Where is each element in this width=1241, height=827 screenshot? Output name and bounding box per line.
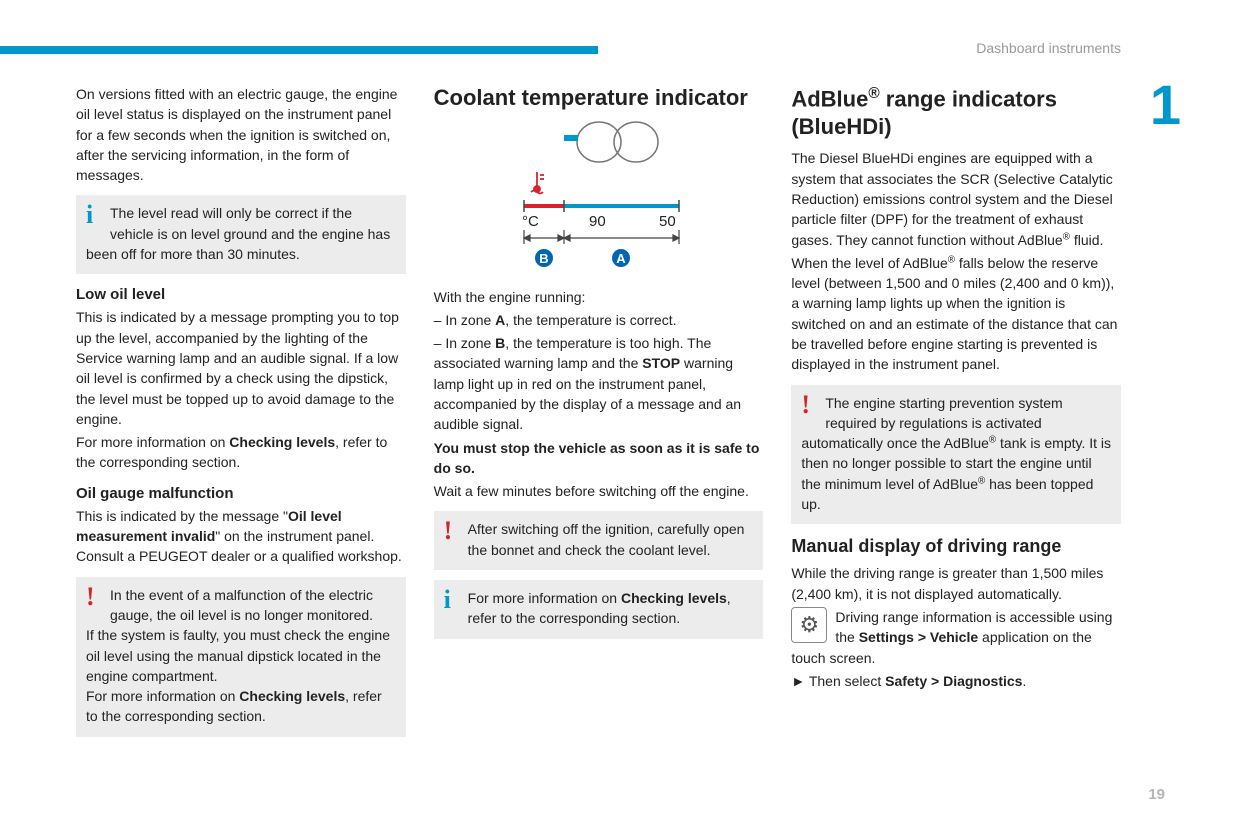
note-text: The engine starting prevention system re… [801,395,1111,512]
warning-icon: ! [444,519,462,542]
svg-text:90: 90 [589,213,606,230]
content-columns: On versions fitted with an electric gaug… [76,84,1121,747]
text: For more information on [468,590,621,606]
manual-p2: ⚙ Driving range information is accessibl… [791,607,1121,668]
text: ► Then select [791,673,885,689]
intro-paragraph: On versions fitted with an electric gaug… [76,84,406,185]
wait-minutes: Wait a few minutes before switching off … [434,481,764,501]
bold-text: B [495,335,505,351]
adblue-p1: The Diesel BlueHDi engines are equipped … [791,148,1121,249]
text: For more information on [76,434,229,450]
info-icon: i [86,203,104,226]
text: AdBlue [791,86,868,111]
svg-text:50: 50 [659,213,676,230]
heading-manual-display: Manual display of driving range [791,536,1121,557]
bold-text: Checking levels [621,590,727,606]
column-2: Coolant temperature indicator [434,84,764,747]
info-note-level-read: i The level read will only be correct if… [76,195,406,274]
text: For more information on [86,688,239,704]
svg-text:°C: °C [522,213,539,230]
warning-note-bonnet: ! After switching off the ignition, care… [434,511,764,570]
info-note-checking-levels: i For more information on Checking level… [434,580,764,639]
coolant-gauge-diagram: °C 90 50 B A [494,120,704,275]
text: When the level of AdBlue [791,255,947,271]
zone-a-item: – In zone A, the temperature is correct. [434,310,764,330]
bold-text: Safety > Diagnostics [885,673,1022,689]
page-number: 19 [1148,786,1165,803]
heading-coolant: Coolant temperature indicator [434,84,764,112]
low-oil-p1: This is indicated by a message prompting… [76,307,406,429]
text: fluid. [1070,232,1103,248]
text: – In zone [434,312,496,328]
bold-text: Settings > Vehicle [859,629,978,645]
note-text: After switching off the ignition, carefu… [468,521,745,557]
warning-icon: ! [801,393,819,416]
svg-text:B: B [539,251,548,266]
bold-text: Checking levels [229,434,335,450]
warning-icon: ! [86,585,104,608]
text: . [1022,673,1026,689]
top-accent-bar [0,46,598,54]
adblue-p2: When the level of AdBlue® falls below th… [791,253,1121,375]
heading-oil-malfunction: Oil gauge malfunction [76,485,406,502]
note-p1: In the event of a malfunction of the ele… [110,587,373,623]
warning-note-prevention: ! The engine starting prevention system … [791,385,1121,525]
gear-icon: ⚙ [791,607,827,643]
heading-low-oil: Low oil level [76,286,406,303]
text: This is indicated by the message " [76,508,288,524]
info-icon: i [444,588,462,611]
note-p3: For more information on Checking levels,… [86,688,382,724]
column-3: AdBlue® range indicators (BlueHDi) The D… [791,84,1121,747]
malf-p: This is indicated by the message "Oil le… [76,506,406,567]
svg-text:A: A [616,251,626,266]
bold-text: Checking levels [239,688,345,704]
heading-adblue: AdBlue® range indicators (BlueHDi) [791,84,1121,140]
note-text: The level read will only be correct if t… [86,205,390,262]
bold-text: You must stop the vehicle as soon as it … [434,440,760,476]
zone-b-item: – In zone B, the temperature is too high… [434,333,764,434]
section-label: Dashboard instruments [976,40,1121,56]
warning-note-malfunction: ! In the event of a malfunction of the e… [76,577,406,737]
low-oil-p2: For more information on Checking levels,… [76,432,406,473]
bold-text: A [495,312,505,328]
engine-running: With the engine running: [434,287,764,307]
note-text: For more information on Checking levels,… [468,590,731,626]
column-1: On versions fitted with an electric gaug… [76,84,406,747]
note-p2: If the system is faulty, you must check … [86,627,390,684]
chapter-number: 1 [1150,72,1181,137]
manual-p1: While the driving range is greater than … [791,563,1121,604]
text: falls below the reserve level (between 1… [791,255,1117,372]
text: , the temperature is correct. [505,312,676,328]
must-stop: You must stop the vehicle as soon as it … [434,438,764,479]
bold-text: STOP [642,355,680,371]
text: – In zone [434,335,496,351]
manual-p3: ► Then select Safety > Diagnostics. [791,671,1121,691]
